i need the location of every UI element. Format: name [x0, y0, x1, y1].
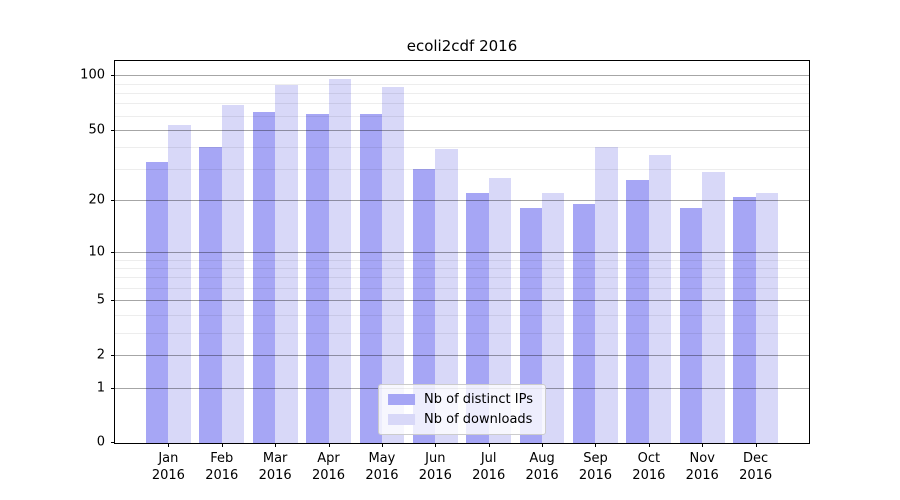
gridline-minor-3 [115, 332, 809, 334]
gridline-minor-9 [115, 259, 809, 261]
y-axis-label-50: 50 [88, 122, 105, 138]
x-axis-label-apr: Apr 2016 [311, 451, 346, 483]
legend-label-downloads: Nb of downloads [424, 412, 533, 427]
bar-nov-downloads [702, 172, 725, 443]
x-axis-tick-jul [488, 443, 490, 447]
gridline-minor-70 [115, 103, 809, 105]
x-axis-label-aug: Aug 2016 [525, 451, 559, 483]
gridline-minor-8 [115, 267, 809, 269]
bar-mar-downloads [275, 85, 298, 443]
gridline-minor-30 [115, 169, 809, 171]
y-axis-label-20: 20 [88, 192, 105, 208]
y-axis-label-2: 2 [96, 347, 105, 363]
gridline-minor-7 [115, 277, 809, 279]
chart-title: ecoli2cdf 2016 [406, 37, 518, 55]
y-axis-tick-2 [111, 355, 115, 357]
bar-apr-downloads [328, 78, 351, 443]
gridline-major-100 [115, 75, 809, 77]
bar-dec-ips [733, 196, 756, 443]
legend: Nb of distinct IPs Nb of downloads [378, 384, 546, 435]
y-axis-tick-50 [111, 129, 115, 131]
gridline-major-10 [115, 252, 809, 253]
legend-label-distinct-ips: Nb of distinct IPs [424, 392, 533, 407]
bar-feb-ips [199, 147, 222, 443]
gridline-major-2 [115, 355, 809, 357]
x-axis-tick-jun [435, 443, 437, 447]
y-axis-label-10: 10 [88, 244, 105, 260]
gridline-minor-4 [115, 314, 809, 316]
x-axis-tick-mar [275, 443, 277, 447]
x-axis-label-may: May 2016 [365, 451, 399, 483]
x-axis-label-sep: Sep 2016 [578, 451, 612, 483]
bar-may-downloads [381, 87, 405, 443]
plot-area: 100 50 20 10 5 2 1 0 Jan 2016 Feb 2016 Mar 2016 Apr 201… [80, 60, 810, 483]
y-axis-tick-10 [111, 252, 115, 253]
x-axis-tick-dec [755, 443, 757, 447]
gridline-major-50 [115, 129, 809, 131]
x-axis-label-oct: Oct 2016 [632, 451, 666, 483]
bar-jan-ips [145, 162, 169, 443]
bar-jun-ips [412, 169, 436, 443]
x-axis-tick-nov [702, 443, 704, 447]
bar-apr-ips [306, 114, 329, 443]
gridline-minor-6 [115, 288, 809, 289]
gridline-minor-40 [115, 147, 809, 149]
bar-dec-downloads [755, 193, 778, 443]
y-axis-tick-5 [111, 300, 115, 302]
x-axis-tick-may [381, 443, 383, 447]
bar-may-ips [359, 114, 382, 443]
bar-sep-ips [573, 204, 596, 443]
bar-jun-downloads [435, 149, 458, 443]
bar-jul-ips [466, 193, 489, 443]
x-axis-tick-oct [648, 443, 650, 447]
x-axis-label-jul: Jul 2016 [472, 451, 506, 483]
x-axis-label-jun: Jun 2016 [418, 451, 452, 483]
bar-aug-downloads [542, 193, 565, 443]
gridline-minor-90 [115, 83, 809, 85]
bar-mar-ips [252, 111, 276, 443]
y-axis-tick-100 [111, 75, 115, 77]
x-axis-tick-feb [221, 443, 223, 447]
gridline-minor-80 [115, 92, 809, 94]
bar-feb-downloads [221, 104, 245, 443]
x-axis-label-nov: Nov 2016 [685, 451, 719, 483]
y-axis-tick-1 [111, 387, 115, 389]
bar-nov-ips [679, 208, 703, 443]
bar-jan-downloads [168, 125, 191, 443]
legend-entry-downloads: Nb of downloads [388, 412, 533, 427]
legend-swatch-distinct-ips [388, 394, 416, 405]
gridline-major-5 [115, 300, 809, 302]
y-axis-tick-20 [111, 200, 115, 202]
x-axis-label-jan: Jan 2016 [151, 451, 185, 483]
gridline-minor-60 [115, 115, 809, 117]
legend-swatch-downloads [388, 414, 416, 425]
legend-entry-distinct-ips: Nb of distinct IPs [388, 392, 533, 407]
bar-oct-ips [626, 180, 649, 443]
y-axis-tick-0 [111, 442, 115, 443]
x-axis-tick-sep [595, 443, 597, 447]
x-axis-tick-jan [168, 443, 170, 447]
y-axis-label-100: 100 [80, 67, 105, 83]
x-axis-label-dec: Dec 2016 [739, 451, 773, 483]
x-axis-tick-aug [542, 443, 544, 447]
bar-sep-downloads [595, 147, 618, 443]
x-axis-tick-apr [328, 443, 330, 447]
bar-oct-downloads [648, 155, 672, 443]
gridline-major-20 [115, 200, 809, 202]
x-axis-label-mar: Mar 2016 [258, 451, 292, 483]
y-axis-label-5: 5 [96, 292, 105, 308]
y-axis-label-0: 0 [96, 434, 105, 450]
bar-jul-downloads [488, 177, 512, 443]
y-axis-label-1: 1 [96, 380, 105, 396]
x-axis-label-feb: Feb 2016 [205, 451, 239, 483]
